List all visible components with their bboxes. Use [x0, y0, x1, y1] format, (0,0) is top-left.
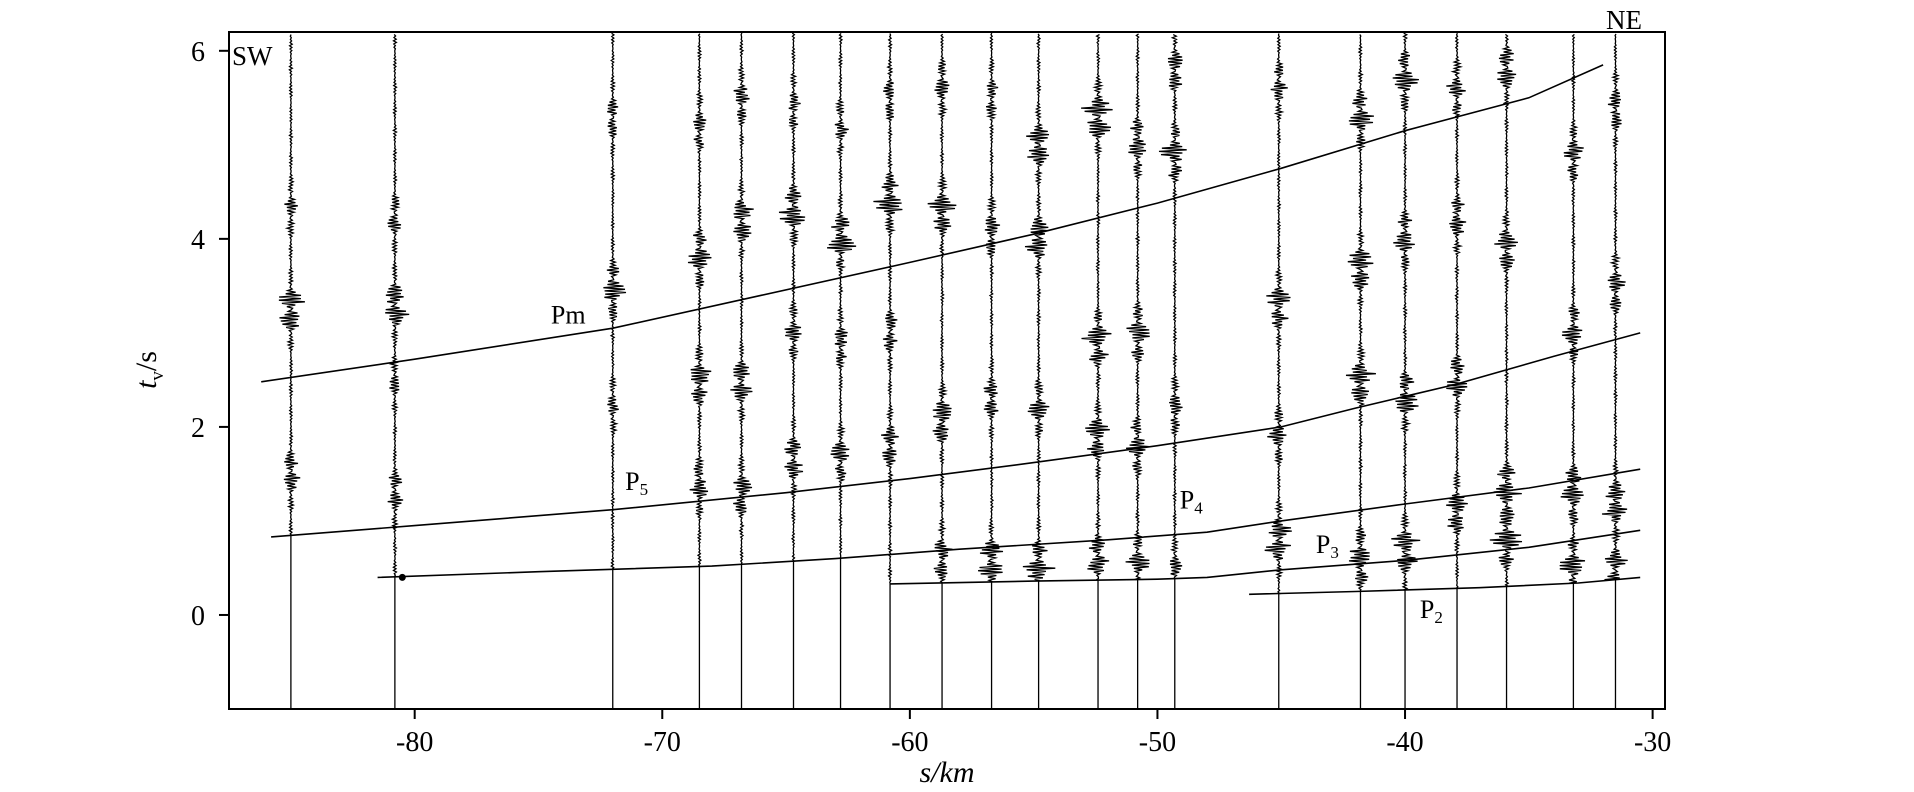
trace-wiggle: [1264, 33, 1292, 595]
x-axis-title: s/km: [920, 756, 975, 789]
trace-wiggle: [1022, 33, 1056, 582]
x-tick-label: -40: [1386, 727, 1423, 758]
phase-label-p3: P3: [1316, 530, 1339, 562]
trace-wiggle: [1601, 33, 1628, 581]
trace-wiggle: [1345, 34, 1376, 592]
trace-wiggle: [278, 34, 305, 537]
trace-wiggle: [603, 32, 627, 570]
y-axis-title-sub: v: [147, 371, 168, 381]
y-axis-title: tv/s: [130, 351, 168, 389]
x-tick-label: -50: [1139, 727, 1176, 758]
x-tick-label: -30: [1634, 727, 1671, 758]
phase-label-p5: P5: [625, 467, 648, 499]
y-axis-title-main: t: [130, 380, 163, 389]
trace-wiggle: [1125, 33, 1150, 581]
phase-label-p2: P2: [1420, 595, 1443, 627]
trace-wiggle: [873, 33, 903, 585]
phase-curve-p2: [1249, 576, 1641, 596]
phase-curve-p5: [271, 332, 1641, 538]
y-tick-label: 4: [191, 225, 205, 256]
y-tick-label: 2: [191, 413, 205, 444]
x-tick-label: -70: [644, 727, 681, 758]
phase-label-pm: Pm: [551, 300, 586, 329]
y-tick-label: 6: [191, 37, 205, 68]
y-axis-title-unit: /s: [130, 351, 163, 371]
trace-wiggle: [1081, 33, 1113, 581]
trace-wiggle: [778, 32, 806, 562]
arrival-marker: [398, 573, 406, 581]
axes: -80 -70 -60 -50 -40 -30 0 2 4 6: [191, 37, 1671, 758]
trace-wiggle: [1489, 33, 1523, 588]
trace-wiggle: [1559, 33, 1586, 584]
trace-wiggle: [1446, 32, 1468, 590]
x-tick-label: -80: [396, 727, 433, 758]
plot-frame: [228, 31, 1666, 710]
seismic-traces: [278, 32, 1628, 709]
phase-curve-p3: [890, 529, 1641, 585]
trace-wiggle: [687, 33, 712, 568]
trace-wiggle: [978, 32, 1004, 583]
phase-curve-pm: [261, 64, 1604, 383]
phase-curve-p4: [377, 468, 1641, 579]
trace-wiggle: [827, 32, 857, 559]
y-tick-label: 0: [191, 601, 205, 632]
corner-label-right: NE: [1606, 5, 1642, 35]
trace-wiggle: [385, 33, 410, 578]
phase-lines: Pm P5 P4 P3 P2: [261, 64, 1641, 627]
corner-label-left: SW: [232, 41, 273, 71]
trace-wiggle: [1158, 34, 1187, 580]
trace-wiggle: [927, 33, 957, 584]
phase-label-p4: P4: [1180, 486, 1203, 518]
trace-wiggle: [1391, 32, 1421, 591]
x-tick-label: -60: [891, 727, 928, 758]
